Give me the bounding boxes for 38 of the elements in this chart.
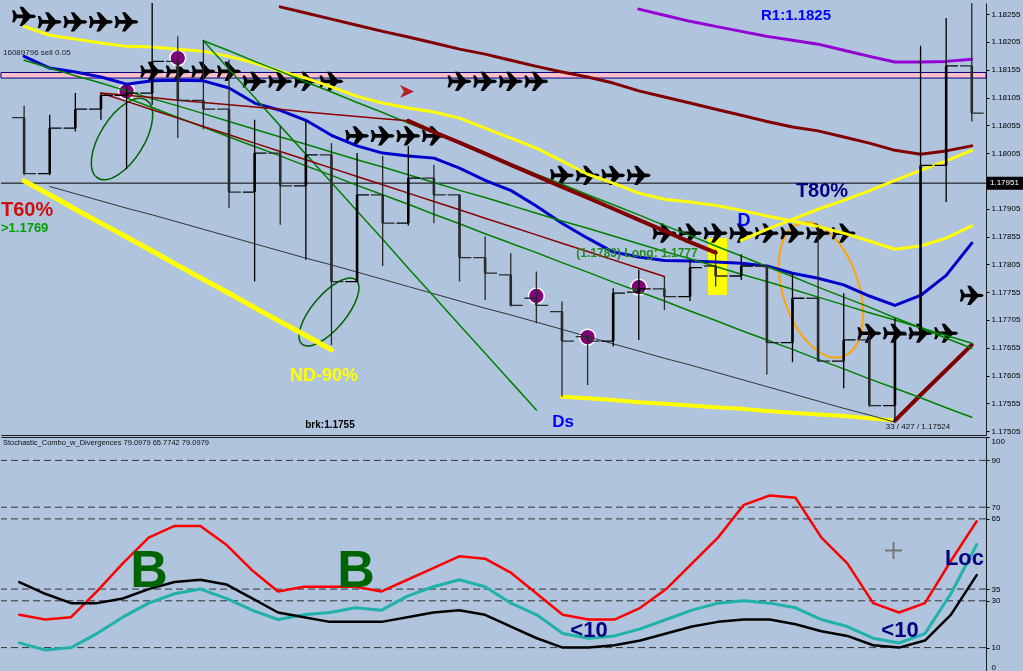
y-tick-label: 1.18255: [991, 9, 1021, 19]
y-tick-label: 1.17555: [991, 398, 1021, 408]
y-tick-label: 30: [991, 596, 1001, 606]
y-tick-label: 1.17505: [991, 426, 1021, 436]
annotation: <10: [881, 617, 919, 642]
y-tick-label: 90: [991, 455, 1001, 465]
annotation: D: [737, 210, 751, 230]
annotation: 16089796 sell 0.05: [3, 48, 72, 57]
y-tick-label: 1.17805: [991, 259, 1021, 269]
annotation: Ds: [552, 412, 574, 431]
annotation: <10: [570, 617, 608, 642]
y-tick-label: 1.17855: [991, 232, 1021, 242]
y-tick-label: 1.17755: [991, 287, 1021, 297]
y-tick-label: 1.17905: [991, 204, 1021, 214]
y-tick-label: 1.17605: [991, 371, 1021, 381]
ref-line-label: 1.17951: [990, 178, 1020, 188]
annotation: >1.1769: [1, 220, 49, 235]
y-tick-label: 1.18005: [991, 148, 1021, 158]
annotation: ND-90%: [289, 365, 359, 385]
annotation: 33 / 427 / 1.17524: [885, 422, 951, 431]
y-tick-label: 1.17705: [991, 315, 1021, 325]
y-tick-label: 70: [991, 502, 1001, 512]
annotation: brk:1.1755: [305, 419, 356, 430]
annotation: B: [337, 540, 375, 598]
y-tick-label: 1.17655: [991, 343, 1021, 353]
y-tick-label: 10: [991, 643, 1001, 653]
y-tick-label: 1.18205: [991, 37, 1021, 47]
y-tick-label: 1.18055: [991, 120, 1021, 130]
y-tick-label: 35: [991, 584, 1001, 594]
y-tick-label: 65: [991, 514, 1001, 524]
annotation: R1:1.1825: [760, 6, 832, 23]
y-tick-label: 0: [991, 662, 997, 671]
annotation: T60%: [1, 198, 54, 220]
y-tick-label: 1.18155: [991, 65, 1021, 75]
annotation: T80%: [795, 179, 849, 201]
y-tick-label: 1.18105: [991, 93, 1021, 103]
y-tick-label: 100: [991, 436, 1006, 446]
annotation: B: [130, 540, 168, 598]
